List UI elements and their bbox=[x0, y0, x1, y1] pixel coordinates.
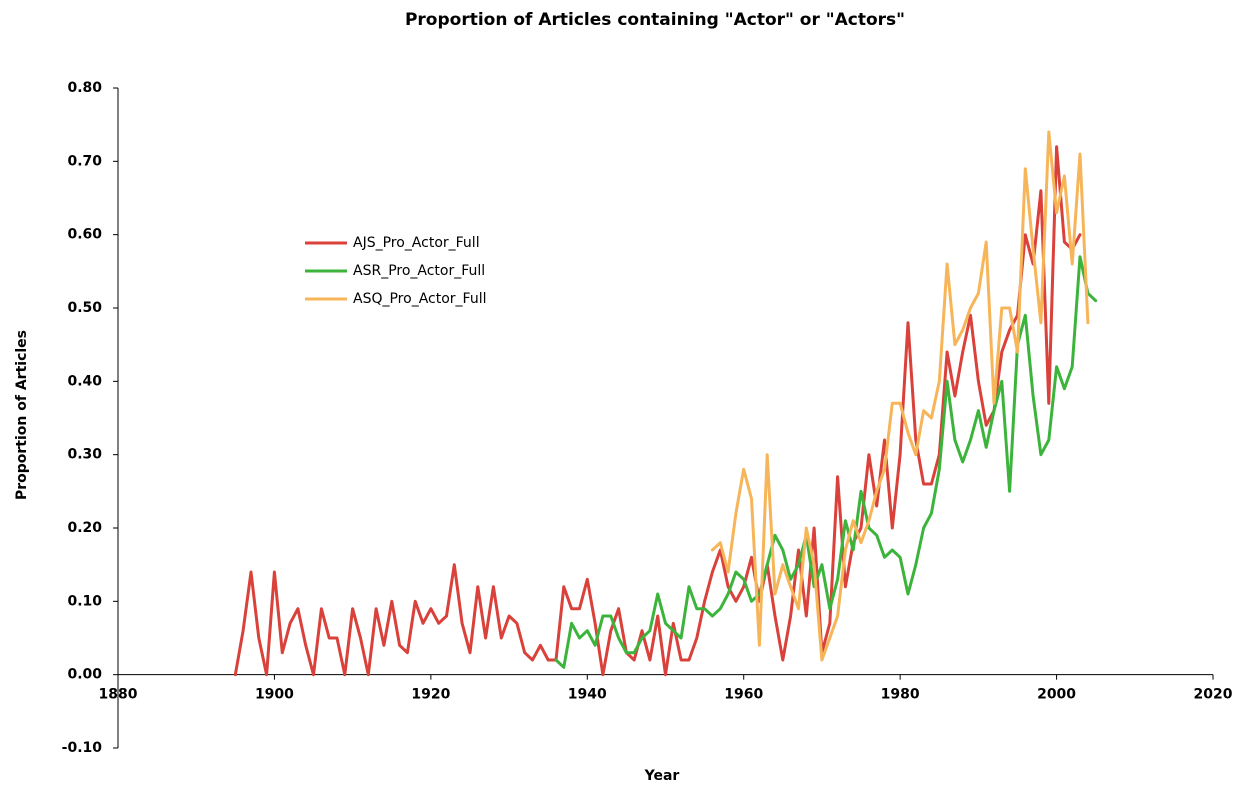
y-tick-label: 0.60 bbox=[67, 227, 102, 243]
y-tick-label: 0.20 bbox=[67, 520, 102, 536]
y-tick-label: 0.10 bbox=[67, 593, 102, 609]
y-tick-label: -0.10 bbox=[62, 740, 103, 756]
x-axis-label: Year bbox=[644, 768, 680, 784]
y-axis-label: Proportion of Articles bbox=[14, 330, 30, 500]
y-tick-label: 0.40 bbox=[67, 373, 102, 389]
x-tick-label: 2020 bbox=[1194, 687, 1233, 703]
y-tick-label: 0.50 bbox=[67, 300, 102, 316]
x-tick-label: 1920 bbox=[411, 687, 450, 703]
y-tick-label: 0.80 bbox=[67, 80, 102, 96]
x-tick-label: 2000 bbox=[1037, 687, 1076, 703]
x-tick-label: 1900 bbox=[255, 687, 294, 703]
y-tick-label: 0.30 bbox=[67, 447, 102, 463]
chart-title: Proportion of Articles containing "Actor… bbox=[405, 10, 905, 30]
x-tick-label: 1880 bbox=[99, 687, 138, 703]
line-series bbox=[554, 255, 1098, 669]
x-tick-label: 1980 bbox=[881, 687, 920, 703]
legend-label: AJS_Pro_Actor_Full bbox=[353, 235, 480, 251]
x-tick-label: 1960 bbox=[724, 687, 763, 703]
line-series bbox=[710, 130, 1090, 662]
x-tick-label: 1940 bbox=[568, 687, 607, 703]
y-tick-label: 0.00 bbox=[67, 667, 102, 683]
legend-label: ASR_Pro_Actor_Full bbox=[353, 263, 485, 279]
y-tick-label: 0.70 bbox=[67, 153, 102, 169]
legend-label: ASQ_Pro_Actor_Full bbox=[353, 291, 486, 307]
